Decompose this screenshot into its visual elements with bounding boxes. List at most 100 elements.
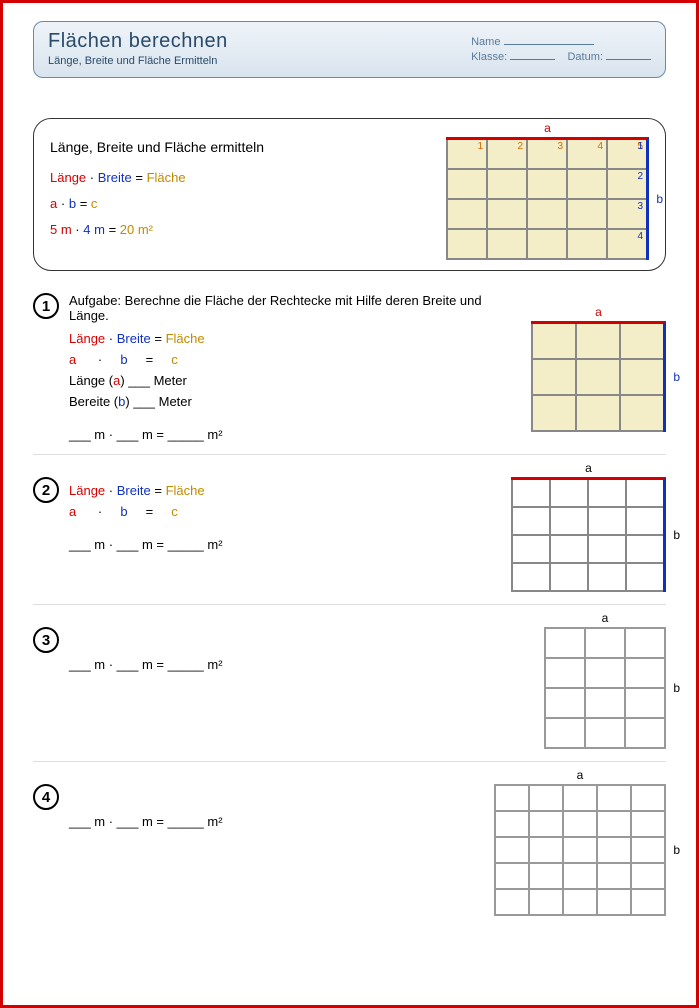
fw-eq: = xyxy=(154,331,162,346)
grid-cell xyxy=(564,890,596,914)
eq3: = xyxy=(109,222,117,237)
intro-heading: Länge, Breite und Fläche ermitteln xyxy=(50,133,264,161)
grid-cell xyxy=(513,508,549,534)
ex3-grid-b: b xyxy=(673,681,680,695)
ex2-grid-a: a xyxy=(585,461,592,475)
class-blank[interactable] xyxy=(510,50,555,60)
grid-cell xyxy=(627,536,663,562)
grid-cell xyxy=(568,170,606,198)
badge-3: 3 xyxy=(33,627,59,653)
ex1-formula-words: Länge · Breite = Fläche xyxy=(69,331,511,346)
page-title: Flächen berechnen xyxy=(48,30,228,53)
grid-cell xyxy=(632,864,664,888)
ex1-len: Länge (a) ___ Meter xyxy=(69,373,511,388)
grid-cell xyxy=(551,564,587,590)
grid-cell: 3 xyxy=(528,140,566,168)
ex-c: 20 m² xyxy=(120,222,153,237)
ex1-eq: ___ m · ___ m = _____ m² xyxy=(69,427,511,442)
class-date-field: Klasse: Datum: xyxy=(471,50,651,63)
grid-cell xyxy=(551,480,587,506)
ex1-wid-pre: Bereite ( xyxy=(69,394,118,409)
fv-b: b xyxy=(120,352,127,367)
dot2: · xyxy=(61,196,65,211)
grid-cell: 3 xyxy=(608,200,646,228)
intro-grid-wrap: a b 123451234 xyxy=(446,137,649,260)
exercise-4: 4 ___ m · ___ m = _____ m² a b xyxy=(33,784,666,928)
grid-cell xyxy=(530,864,562,888)
fw-b: Breite xyxy=(117,331,151,346)
ex3-body: ___ m · ___ m = _____ m² xyxy=(69,627,524,672)
badge-1: 1 xyxy=(33,293,59,319)
ex4-body: ___ m · ___ m = _____ m² xyxy=(69,784,474,829)
ex1-grid-wrap: a b xyxy=(531,321,666,432)
grid-cell xyxy=(546,659,584,687)
grid-cell xyxy=(513,480,549,506)
grid-cell xyxy=(528,200,566,228)
v-b: b xyxy=(69,196,76,211)
grid-cell xyxy=(632,786,664,810)
grid-cell xyxy=(564,838,596,862)
grid-cell: 1 xyxy=(448,140,486,168)
ex1-wid-post: ) ___ Meter xyxy=(125,394,191,409)
grid-cell xyxy=(577,324,619,358)
ex3-grid-a: a xyxy=(602,611,609,625)
grid-cell xyxy=(496,786,528,810)
grid-cell xyxy=(568,200,606,228)
grid-cell xyxy=(551,508,587,534)
exercise-3: 3 ___ m · ___ m = _____ m² a b xyxy=(33,627,666,762)
grid-cell xyxy=(533,324,575,358)
grid-cell: 51 xyxy=(608,140,646,168)
badge-4: 4 xyxy=(33,784,59,810)
grid-cell: 2 xyxy=(608,170,646,198)
grid-cell: 2 xyxy=(488,140,526,168)
grid-cell xyxy=(448,200,486,228)
ex1-body: Aufgabe: Berechne die Fläche der Rechtec… xyxy=(69,293,511,442)
grid-cell xyxy=(533,360,575,394)
dot3: · xyxy=(75,222,79,237)
ex1-grid-a: a xyxy=(595,305,602,319)
intro-box: Länge, Breite und Fläche ermitteln Länge… xyxy=(33,118,666,271)
grid-cell xyxy=(621,396,663,430)
grid-cell xyxy=(496,890,528,914)
grid-cell xyxy=(577,396,619,430)
grid-cell xyxy=(577,360,619,394)
badge-2: 2 xyxy=(33,477,59,503)
ex-a: 5 m xyxy=(50,222,72,237)
w-laenge: Länge xyxy=(50,170,86,185)
ex2-grid-wrap: a b xyxy=(511,477,666,592)
grid-cell xyxy=(551,536,587,562)
name-blank[interactable] xyxy=(504,35,594,45)
name-label: Name xyxy=(471,36,500,48)
task-prompt: Aufgabe: Berechne die Fläche der Rechtec… xyxy=(69,293,511,323)
grid-cell xyxy=(621,324,663,358)
ex1-formula-vars: a · b = c xyxy=(69,352,511,367)
grid-cell xyxy=(528,170,566,198)
grid-cell xyxy=(598,864,630,888)
ex3-grid xyxy=(544,627,666,749)
ex4-grid-wrap: a b xyxy=(494,784,666,916)
header-left: Flächen berechnen Länge, Breite und Fläc… xyxy=(48,30,228,67)
fv-c: c xyxy=(171,352,178,367)
intro-formula-words: Länge · Breite = Fläche xyxy=(50,165,264,191)
ex2-grid-b: b xyxy=(673,528,680,542)
ex1-wid: Bereite (b) ___ Meter xyxy=(69,394,511,409)
ex2-formula-words: Länge · Breite = Fläche xyxy=(69,483,491,498)
ex1-grid-b: b xyxy=(673,370,680,384)
grid-cell xyxy=(496,864,528,888)
date-blank[interactable] xyxy=(606,50,651,60)
grid-cell xyxy=(589,508,625,534)
grid-cell xyxy=(626,659,664,687)
grid-cell xyxy=(627,480,663,506)
grid-cell xyxy=(496,812,528,836)
eq: = xyxy=(135,170,143,185)
grid-cell xyxy=(564,786,596,810)
grid-cell xyxy=(589,480,625,506)
intro-formula-example: 5 m · 4 m = 20 m² xyxy=(50,217,264,243)
v-a: a xyxy=(50,196,57,211)
grid-cell xyxy=(546,719,584,747)
ex4-eq: ___ m · ___ m = _____ m² xyxy=(69,814,474,829)
ex1-grid xyxy=(531,321,666,432)
grid-cell: 4 xyxy=(568,140,606,168)
fv-a: a xyxy=(69,352,76,367)
grid-cell xyxy=(513,536,549,562)
